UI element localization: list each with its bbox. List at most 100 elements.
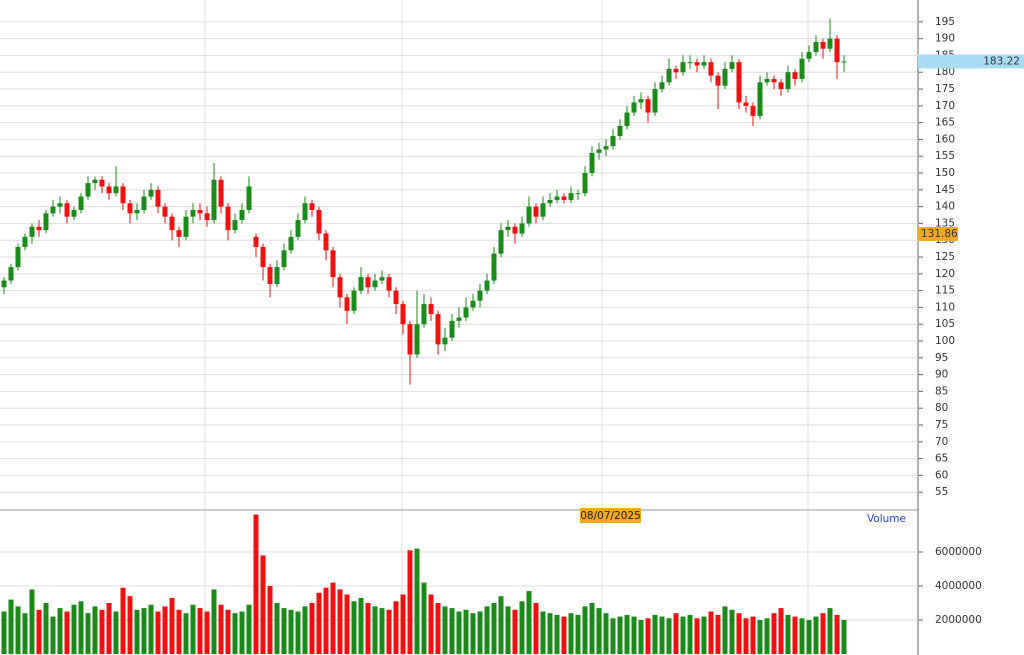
candle-body [274, 267, 280, 284]
volume-bar [204, 611, 210, 654]
volume-bar [148, 604, 154, 654]
volume-bar [57, 608, 63, 654]
volume-bar [687, 614, 693, 654]
volume-bar [736, 613, 742, 654]
volume-bar [372, 606, 378, 654]
y-tick-label: 155 [935, 150, 955, 162]
volume-bar [428, 594, 434, 654]
candle-body [736, 62, 742, 103]
y-tick-label: 135 [935, 217, 955, 229]
volume-bar [211, 589, 217, 654]
y-tick-label: 140 [935, 201, 955, 213]
volume-bar [617, 616, 623, 654]
volume-label: Volume [867, 513, 906, 525]
candle-body [792, 72, 798, 79]
candle-body [253, 236, 259, 247]
volume-bar [29, 589, 35, 654]
volume-bar [169, 597, 175, 654]
candle-body [561, 196, 567, 200]
volume-bar [414, 548, 420, 654]
candle-body [295, 220, 301, 237]
volume-bar [610, 618, 616, 654]
volume-bar [540, 611, 546, 654]
candle-body [29, 226, 35, 237]
candle-body [85, 183, 91, 197]
candle-body [337, 277, 343, 298]
candle-body [50, 206, 56, 214]
volume-bar [519, 601, 525, 654]
y-tick-label: 80 [935, 402, 948, 414]
candle-body [645, 99, 651, 113]
candle-body [239, 209, 245, 221]
candle-body [183, 216, 189, 237]
volume-bar [505, 606, 511, 654]
volume-bar [806, 619, 812, 654]
candle-body [330, 250, 336, 278]
volume-bar [43, 602, 49, 654]
candle-body [225, 206, 231, 231]
candle-body [729, 62, 735, 69]
candle-body [764, 78, 770, 83]
volume-bar [344, 594, 350, 654]
volume-bar [393, 601, 399, 654]
volume-bar [176, 609, 182, 654]
candle-body [673, 68, 679, 73]
volume-bar [400, 594, 406, 654]
volume-bar [260, 555, 266, 654]
volume-bar [456, 611, 462, 654]
volume-bar [1, 611, 7, 654]
volume-bar [323, 587, 329, 654]
y-tick-label: 55 [935, 486, 948, 498]
candle-body [722, 68, 728, 86]
candle-body [463, 307, 469, 318]
volume-bar [162, 606, 168, 654]
candle-body [302, 203, 308, 221]
volume-bar [743, 618, 749, 654]
volume-bar [253, 514, 259, 654]
candle-body [547, 199, 553, 204]
volume-bar [113, 611, 119, 654]
volume-bar [659, 616, 665, 654]
candle-body [750, 105, 756, 116]
candle-body [344, 297, 350, 311]
vertical-grid [204, 0, 809, 655]
candle-body [141, 196, 147, 210]
volume-bar [64, 611, 70, 654]
candle-body [589, 152, 595, 174]
volume-bar [729, 609, 735, 654]
y-tick-label: 145 [935, 184, 955, 196]
volume-bar [561, 616, 567, 654]
candle-body [43, 213, 49, 231]
volume-bar [442, 606, 448, 654]
volume-bar [764, 618, 770, 654]
volume-bar [218, 604, 224, 654]
candle-body [498, 230, 504, 254]
y-tick-label: 90 [935, 369, 948, 381]
candle-body [113, 186, 119, 194]
volume-bar [120, 587, 126, 654]
volume-bar [358, 597, 364, 654]
candle-body [701, 62, 707, 66]
candle-body [267, 267, 273, 284]
volume-bar [582, 606, 588, 654]
candle-body [323, 233, 329, 251]
candle-body [680, 62, 686, 73]
date-label-box [580, 508, 641, 523]
candle-body [127, 203, 133, 214]
volume-bar [841, 619, 847, 654]
volume-bar [36, 609, 42, 654]
candle-body [659, 82, 665, 90]
volume-bar [568, 613, 574, 654]
candle-body [435, 314, 441, 345]
volume-bar [596, 608, 602, 654]
volume-bar [288, 609, 294, 654]
volume-bar [274, 602, 280, 654]
candle-body [778, 82, 784, 90]
candle-body [666, 68, 672, 83]
volume-bar [281, 608, 287, 654]
volume-bar [330, 582, 336, 654]
candle-body [610, 136, 616, 147]
candle-body [218, 179, 224, 207]
volume-bar [225, 609, 231, 654]
